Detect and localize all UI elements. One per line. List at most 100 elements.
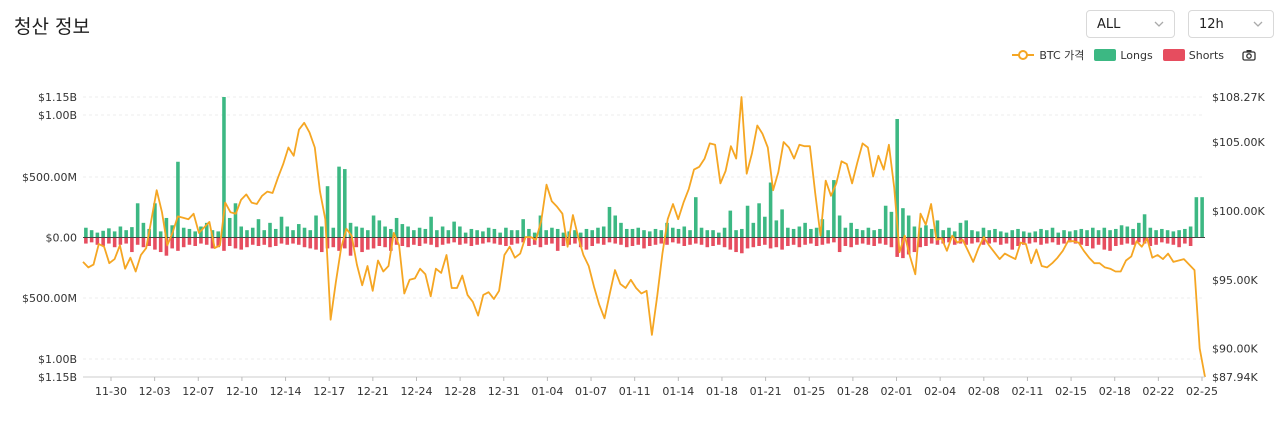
- y-left-tick-label: $1.00B: [38, 109, 77, 122]
- short-bar: [987, 237, 992, 244]
- long-bar: [515, 230, 520, 238]
- long-bar: [1177, 230, 1181, 238]
- short-bar: [1033, 237, 1038, 243]
- short-bar: [423, 237, 428, 244]
- long-bar: [193, 231, 197, 238]
- short-bar: [343, 237, 347, 249]
- short-bar: [469, 237, 474, 246]
- long-bar: [1114, 228, 1118, 238]
- long-bar: [509, 230, 514, 238]
- short-bar: [1148, 237, 1153, 246]
- x-tick-label: 02-18: [1099, 385, 1131, 398]
- long-bar: [918, 227, 922, 238]
- short-bar: [101, 237, 105, 246]
- short-bar: [268, 237, 272, 248]
- short-bar: [1171, 237, 1176, 245]
- chevron-down-icon: [1253, 19, 1263, 30]
- long-bar: [279, 216, 284, 238]
- long-bar: [233, 203, 238, 238]
- short-bar: [135, 237, 140, 245]
- long-bar: [993, 228, 997, 238]
- long-bar: [872, 230, 876, 238]
- long-bar: [124, 230, 128, 238]
- exchange-select[interactable]: ALL: [1086, 10, 1175, 38]
- short-bar: [331, 237, 336, 248]
- long-bar: [273, 228, 278, 238]
- long-bar: [849, 222, 853, 238]
- long-bar: [337, 166, 341, 238]
- interval-select[interactable]: 12h: [1188, 10, 1274, 38]
- long-bar: [89, 230, 94, 238]
- short-bar: [860, 237, 865, 244]
- long-bar: [1021, 231, 1026, 238]
- y-right-tick-label: $105.00K: [1212, 136, 1265, 149]
- short-bar: [895, 237, 899, 257]
- short-bar: [204, 237, 209, 245]
- long-bar: [642, 230, 646, 238]
- short-bar: [158, 237, 163, 253]
- long-bar: [901, 208, 905, 238]
- long-bar: [256, 219, 261, 238]
- long-bar: [1160, 228, 1164, 238]
- short-bar: [262, 237, 267, 245]
- x-tick-label: 12-03: [139, 385, 171, 398]
- legend-item-longs[interactable]: Longs: [1094, 49, 1153, 62]
- long-bar: [366, 230, 370, 238]
- long-bar: [757, 203, 761, 238]
- short-bar: [1073, 237, 1078, 244]
- x-tick-label: 02-04: [924, 385, 956, 398]
- long-bar: [550, 227, 554, 238]
- legend-item-shorts[interactable]: Shorts: [1162, 49, 1224, 62]
- long-bar: [786, 227, 790, 238]
- x-tick-label: 02-25: [1186, 385, 1218, 398]
- short-bar: [515, 237, 520, 244]
- short-bar: [964, 237, 968, 245]
- long-bar: [866, 227, 871, 238]
- long-bar: [504, 227, 508, 238]
- short-bar: [745, 237, 750, 249]
- short-bar: [1183, 237, 1187, 244]
- long-bar: [308, 230, 313, 238]
- long-bar: [1188, 226, 1193, 238]
- y-right-tick-label: $87.94K: [1212, 371, 1258, 384]
- short-bar: [682, 237, 687, 246]
- short-bar: [993, 237, 997, 243]
- short-bar: [659, 237, 664, 244]
- long-bar: [1125, 226, 1130, 238]
- line-marker-icon: [1012, 49, 1035, 61]
- short-bar: [757, 237, 761, 246]
- long-bar: [227, 217, 232, 238]
- long-bar: [216, 231, 220, 238]
- short-bar: [389, 237, 393, 251]
- x-tick-label: 01-25: [793, 385, 825, 398]
- long-bar: [296, 224, 301, 238]
- short-bar: [705, 237, 710, 248]
- short-bar: [509, 237, 514, 245]
- long-bar: [860, 230, 865, 238]
- short-bar: [1119, 237, 1124, 245]
- y-left-tick-label: $500.00M: [22, 171, 77, 184]
- long-bar: [699, 227, 704, 238]
- short-bar: [642, 237, 646, 249]
- long-bar: [906, 215, 911, 238]
- legend-item-price[interactable]: BTC 가격: [1012, 47, 1084, 63]
- short-bar: [1142, 237, 1147, 244]
- short-bar: [970, 237, 974, 244]
- short-bar: [527, 237, 531, 246]
- short-bar: [446, 237, 451, 244]
- long-bar: [406, 226, 410, 238]
- short-bar: [130, 237, 134, 253]
- short-bar: [291, 237, 295, 244]
- long-bar: [555, 228, 560, 238]
- camera-icon[interactable]: [1240, 46, 1258, 64]
- long-bar: [389, 228, 393, 238]
- short-bar: [498, 237, 502, 245]
- y-left-tick-label: $1.15B: [38, 371, 77, 384]
- long-bar: [670, 227, 675, 238]
- long-bar: [521, 219, 525, 238]
- short-bar: [573, 237, 577, 244]
- short-bar: [176, 237, 180, 251]
- page-title: 청산 정보: [14, 16, 90, 38]
- y-right-tick-label: $95.00K: [1212, 274, 1258, 287]
